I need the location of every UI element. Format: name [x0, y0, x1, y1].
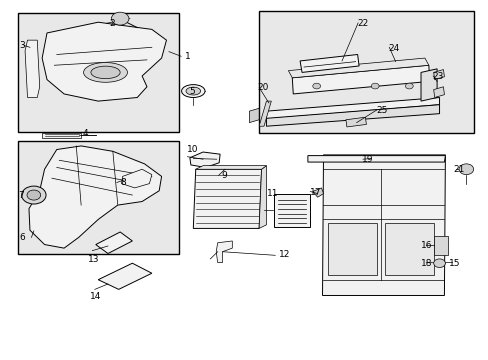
Ellipse shape [185, 87, 200, 95]
Polygon shape [259, 166, 266, 228]
Polygon shape [195, 166, 266, 169]
Text: 24: 24 [388, 44, 399, 53]
Polygon shape [42, 133, 81, 138]
Polygon shape [312, 188, 323, 197]
Text: 4: 4 [82, 129, 88, 138]
Polygon shape [300, 54, 358, 72]
Ellipse shape [181, 85, 204, 98]
Polygon shape [259, 101, 271, 126]
Text: 23: 23 [432, 72, 443, 81]
Text: 20: 20 [257, 83, 268, 92]
Bar [259, 12, 473, 134]
Text: 16: 16 [420, 242, 431, 251]
Text: 15: 15 [448, 260, 460, 269]
Text: 12: 12 [278, 251, 289, 260]
Polygon shape [122, 169, 152, 188]
Circle shape [21, 186, 46, 204]
Circle shape [370, 83, 378, 89]
Polygon shape [273, 194, 310, 226]
Text: 10: 10 [186, 145, 198, 154]
Polygon shape [433, 69, 444, 80]
Text: 25: 25 [375, 106, 386, 115]
Text: 9: 9 [221, 171, 227, 180]
Text: 19: 19 [361, 155, 372, 164]
Polygon shape [307, 156, 445, 162]
Polygon shape [42, 22, 166, 101]
Text: 8: 8 [120, 178, 125, 187]
Text: 14: 14 [90, 292, 101, 301]
Polygon shape [189, 152, 220, 167]
Polygon shape [29, 146, 161, 248]
Text: 11: 11 [267, 189, 278, 198]
Text: 13: 13 [87, 255, 99, 264]
Bar [18, 13, 178, 132]
Text: 2: 2 [109, 19, 115, 28]
Circle shape [111, 12, 129, 25]
Polygon shape [292, 65, 429, 94]
Polygon shape [288, 58, 428, 78]
Polygon shape [96, 232, 132, 253]
Polygon shape [433, 87, 444, 98]
Bar [18, 140, 178, 253]
Bar [433, 235, 447, 255]
Text: 6: 6 [19, 233, 25, 242]
Circle shape [433, 259, 445, 267]
Bar [384, 223, 433, 275]
Polygon shape [266, 98, 439, 119]
Text: 21: 21 [452, 166, 464, 175]
Polygon shape [193, 169, 261, 228]
Polygon shape [216, 241, 232, 262]
Polygon shape [266, 105, 439, 126]
Text: 3: 3 [19, 41, 25, 50]
Text: 7: 7 [18, 191, 23, 200]
Text: 5: 5 [189, 86, 195, 95]
Ellipse shape [91, 66, 120, 79]
Polygon shape [98, 263, 152, 289]
Polygon shape [345, 117, 366, 127]
Polygon shape [25, 40, 40, 98]
Text: 17: 17 [309, 188, 321, 197]
Circle shape [405, 83, 412, 89]
Circle shape [458, 164, 473, 175]
Text: 18: 18 [420, 259, 431, 268]
Text: 22: 22 [357, 19, 368, 28]
Text: 1: 1 [184, 52, 190, 61]
Polygon shape [249, 108, 259, 123]
Ellipse shape [83, 63, 127, 82]
Polygon shape [420, 69, 436, 101]
Bar [328, 223, 376, 275]
Circle shape [27, 190, 41, 200]
Circle shape [312, 83, 320, 89]
Polygon shape [322, 155, 445, 296]
